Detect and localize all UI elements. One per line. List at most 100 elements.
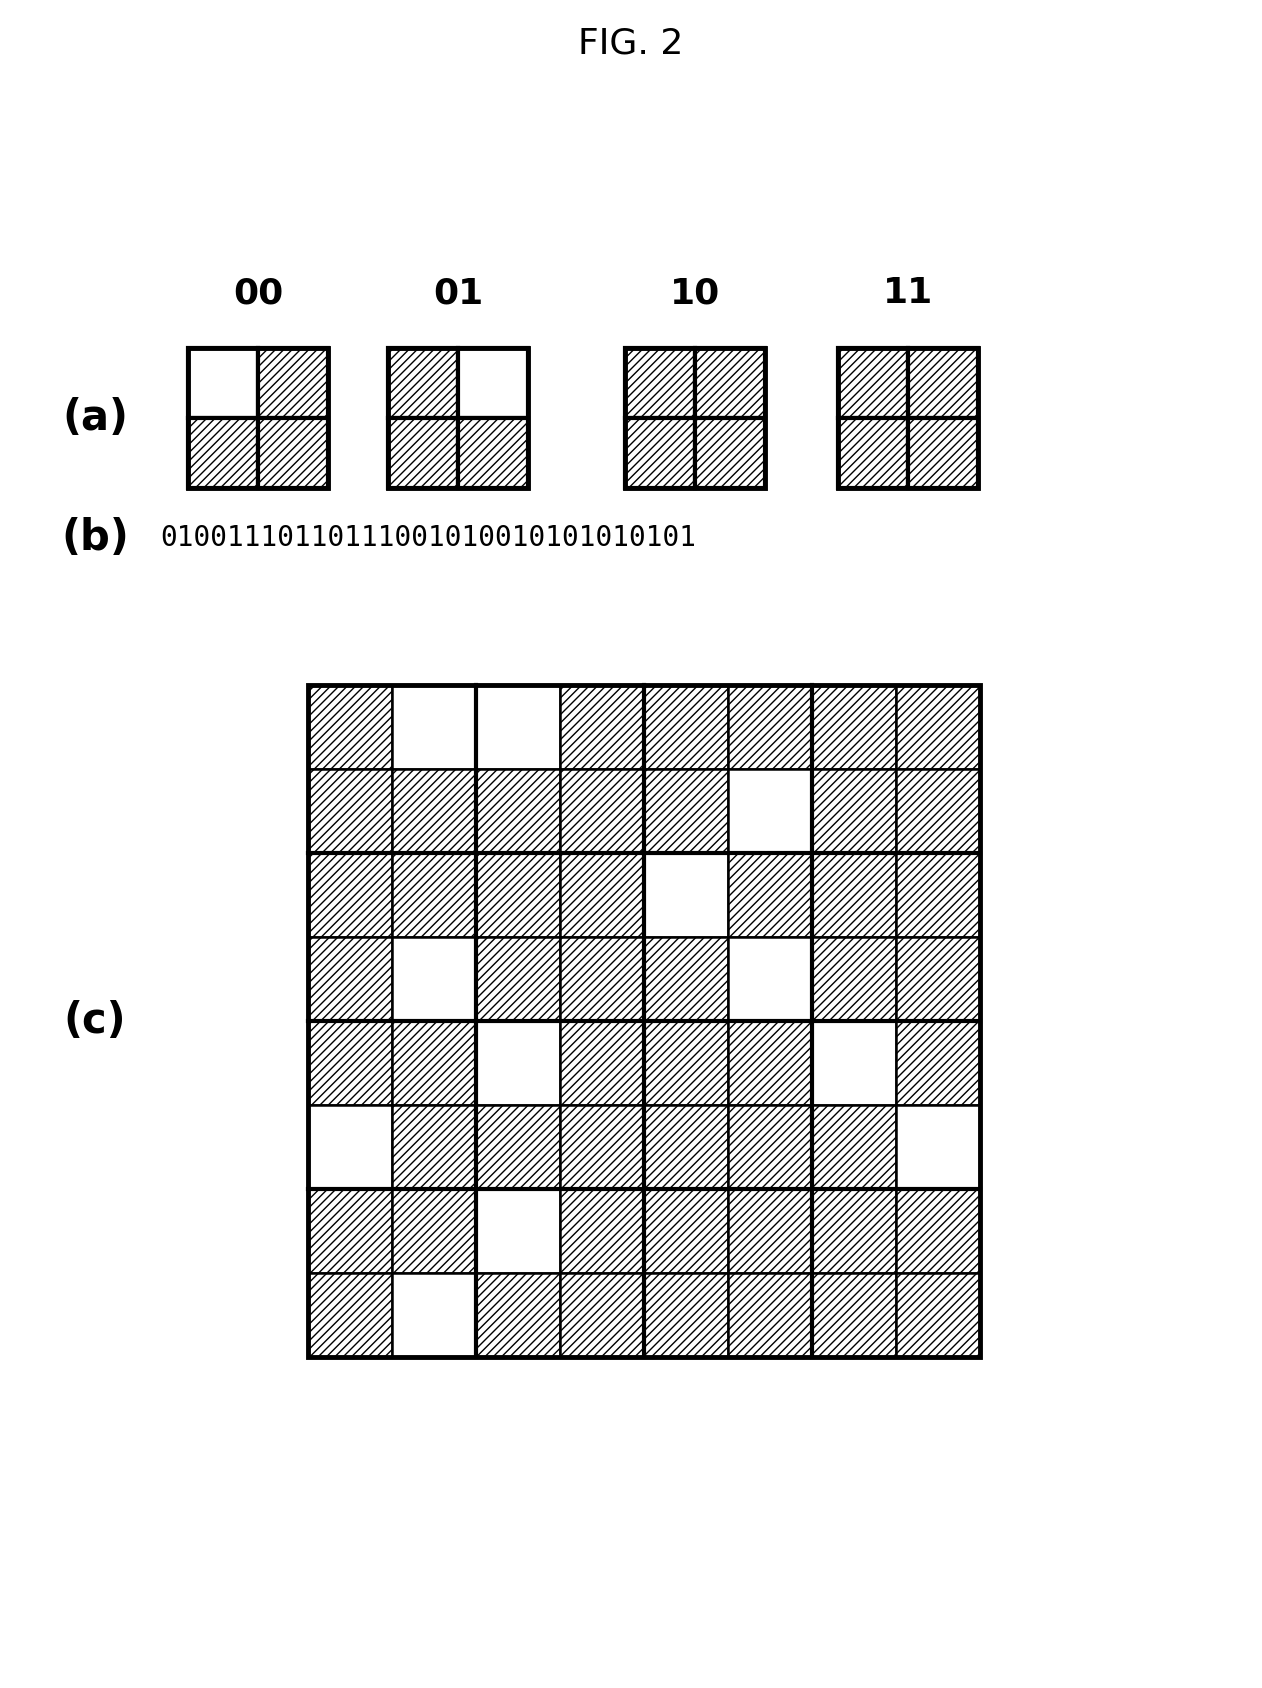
Bar (811, 1188, 896, 1273)
Bar (896, 852, 981, 937)
Bar (476, 1021, 560, 1106)
Bar (728, 1106, 811, 1188)
Bar (695, 419, 765, 488)
Bar (560, 1021, 644, 1106)
Bar (896, 685, 981, 770)
Bar (728, 1021, 811, 1106)
Bar (728, 770, 811, 852)
Bar (838, 419, 907, 488)
Bar (392, 685, 476, 770)
Bar (644, 770, 728, 852)
Bar (644, 1021, 728, 1106)
Bar (811, 1188, 896, 1273)
Bar (896, 1021, 981, 1106)
Bar (387, 348, 458, 419)
Bar (560, 1106, 644, 1188)
Bar (896, 770, 981, 852)
Bar (257, 348, 328, 419)
Bar (625, 419, 695, 488)
Bar (811, 1021, 896, 1106)
Bar (838, 348, 978, 488)
Bar (387, 348, 528, 488)
Bar (644, 1106, 728, 1188)
Bar (392, 937, 476, 1021)
Bar (387, 419, 458, 488)
Bar (644, 1188, 728, 1273)
Text: (b): (b) (61, 517, 129, 559)
Bar (644, 1273, 728, 1357)
Bar (392, 1106, 476, 1188)
Bar (896, 1021, 981, 1106)
Bar (695, 348, 765, 419)
Bar (728, 1188, 811, 1273)
Bar (392, 770, 476, 852)
Text: 00: 00 (233, 277, 283, 311)
Bar (392, 852, 476, 937)
Bar (896, 1273, 981, 1357)
Bar (392, 852, 476, 937)
Bar (188, 419, 257, 488)
Bar (896, 852, 981, 937)
Bar (188, 419, 257, 488)
Bar (458, 419, 528, 488)
Bar (392, 770, 476, 852)
Bar (811, 1273, 896, 1357)
Bar (257, 419, 328, 488)
Bar (476, 770, 560, 852)
Bar (644, 937, 728, 1021)
Bar (308, 1188, 392, 1273)
Bar (811, 852, 896, 937)
Bar (476, 852, 560, 937)
Bar (476, 1273, 560, 1357)
Bar (560, 852, 644, 937)
Bar (308, 1273, 392, 1357)
Bar (644, 1273, 728, 1357)
Bar (560, 685, 644, 770)
Bar (896, 1106, 981, 1188)
Bar (625, 348, 695, 419)
Bar (907, 419, 978, 488)
Bar (392, 1021, 476, 1106)
Bar (308, 937, 392, 1021)
Bar (308, 852, 392, 937)
Text: 01001110110111001010010101010101: 01001110110111001010010101010101 (160, 523, 697, 552)
Bar (728, 1188, 811, 1273)
Bar (560, 1273, 644, 1357)
Bar (560, 1273, 644, 1357)
Bar (560, 1188, 644, 1273)
Bar (308, 1188, 392, 1273)
Bar (811, 1106, 896, 1188)
Bar (387, 348, 458, 419)
Bar (625, 348, 765, 488)
Bar (907, 348, 978, 419)
Bar (625, 348, 695, 419)
Bar (308, 1273, 392, 1357)
Bar (896, 770, 981, 852)
Bar (392, 1106, 476, 1188)
Bar (644, 852, 728, 937)
Bar (838, 419, 907, 488)
Bar (644, 770, 728, 852)
Bar (644, 685, 728, 770)
Bar (695, 348, 765, 419)
Bar (560, 852, 644, 937)
Bar (308, 770, 392, 852)
Text: (a): (a) (62, 397, 127, 439)
Bar (560, 937, 644, 1021)
Bar (476, 1106, 560, 1188)
Bar (387, 419, 458, 488)
Text: 11: 11 (883, 277, 933, 311)
Bar (560, 1106, 644, 1188)
Bar (392, 1273, 476, 1357)
Bar (811, 1106, 896, 1188)
Bar (458, 348, 528, 419)
Bar (458, 419, 528, 488)
Bar (896, 685, 981, 770)
Bar (896, 1188, 981, 1273)
Bar (476, 1273, 560, 1357)
Bar (308, 770, 392, 852)
Bar (560, 685, 644, 770)
Bar (560, 937, 644, 1021)
Bar (188, 348, 257, 419)
Bar (560, 1021, 644, 1106)
